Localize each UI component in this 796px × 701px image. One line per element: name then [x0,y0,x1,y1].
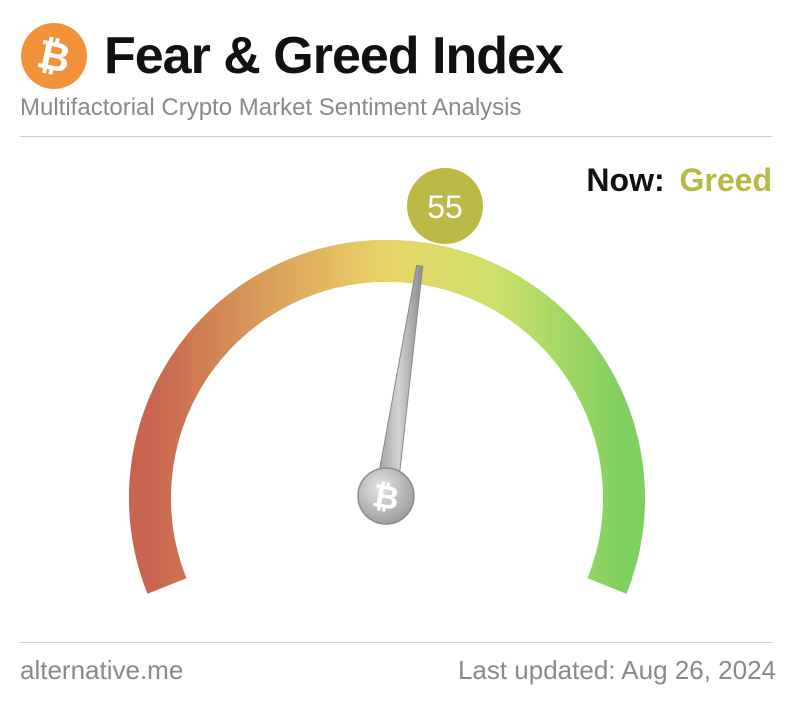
source-link[interactable]: alternative.me [20,655,184,685]
gauge-arc [129,239,645,594]
page-title: Fear & Greed Index [104,27,564,85]
value-badge-text: 55 [427,189,463,225]
fear-greed-gauge: ₿ 55 [129,168,645,594]
last-updated: Last updated: Aug 26, 2024 [457,655,776,685]
now-label: Now: [586,162,665,198]
value-badge: 55 [407,168,483,244]
divider-top [20,136,772,137]
page-subtitle: Multifactorial Crypto Market Sentiment A… [20,94,522,121]
gauge-needle [374,264,424,499]
now-value: Greed [679,162,772,198]
gauge-hub: ₿ [357,467,415,525]
bitcoin-icon: ₿ [370,477,402,517]
divider-bottom [20,642,772,643]
bitcoin-icon: ₿ [21,23,87,89]
current-status: Now: Greed [586,160,772,200]
header: ₿ Fear & Greed Index Multifactorial Cryp… [20,22,776,132]
